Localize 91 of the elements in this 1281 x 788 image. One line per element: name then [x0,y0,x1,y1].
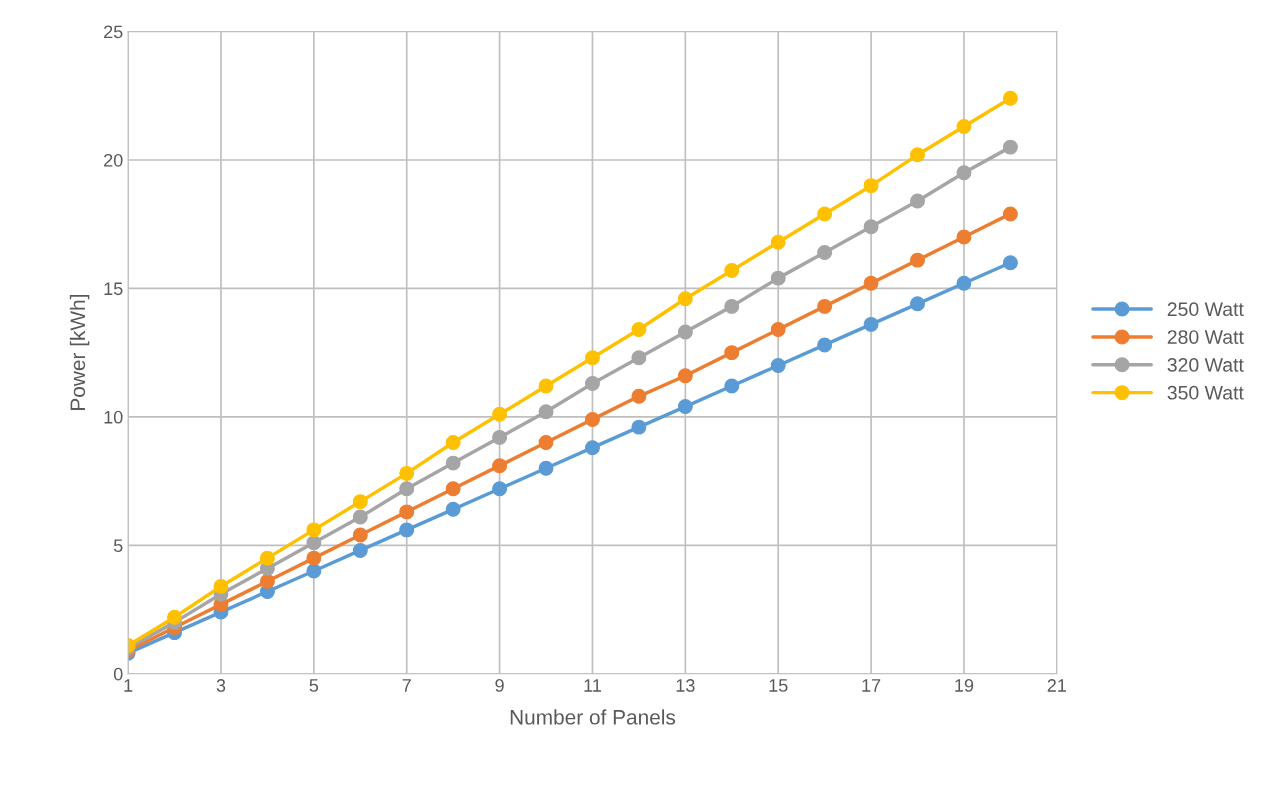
point [399,465,415,481]
y-axis-title: Power [kWh] [69,295,90,410]
x-tick-label: 17 [862,679,881,692]
legend-label: 250 Watt [1167,302,1244,317]
point [492,458,508,474]
point [631,322,647,337]
point [352,509,368,525]
point [910,193,925,209]
x-tick-label: 11 [584,679,601,692]
point [910,252,925,268]
point [306,535,322,551]
point [677,399,693,415]
point [724,298,740,314]
point [213,578,229,594]
point [492,406,508,422]
x-tick-label: 21 [1047,679,1066,692]
point [352,527,368,543]
point [399,481,415,497]
y-tick-label: 0 [113,667,123,681]
point [956,165,972,181]
point [306,563,322,579]
point [1002,255,1018,271]
point [585,375,600,391]
point [538,378,554,394]
point [770,322,786,337]
point [956,275,972,291]
legend-label: 280 Watt [1167,330,1244,344]
point [770,358,786,373]
point [863,219,879,235]
x-axis-title: Number of Panels [510,709,676,725]
point [492,429,508,445]
point [585,350,600,366]
point [259,573,275,589]
point [1002,206,1018,222]
point [167,609,182,625]
point [677,368,693,384]
point [910,296,925,312]
point [724,378,740,394]
point [1002,90,1018,106]
point [585,411,600,427]
y-tick-label: 20 [104,153,123,167]
point [631,419,647,435]
point [817,298,833,314]
point [445,501,461,517]
point [352,494,368,510]
point [724,345,740,361]
point [445,435,461,450]
point [677,324,693,340]
x-tick-label: 15 [769,679,788,692]
point [1002,139,1018,155]
point [306,522,322,538]
point [770,234,786,250]
point [863,275,879,291]
y-tick-label: 25 [104,25,123,39]
point [631,350,647,366]
x-tick-label: 5 [309,679,319,692]
legend-label: 320 Watt [1167,358,1244,372]
point [306,550,322,566]
point [492,481,508,497]
point [956,119,972,135]
y-tick-label: 5 [113,539,123,553]
point [724,262,740,278]
point [817,206,833,222]
x-tick-label: 13 [676,679,695,692]
x-tick-label: 19 [955,679,974,692]
point [538,460,554,476]
point [538,435,554,450]
point [631,388,647,404]
point [399,504,415,520]
point [817,337,833,353]
x-tick-label: 7 [402,679,411,692]
point [956,229,972,245]
point [259,550,275,566]
x-tick-label: 1 [124,679,133,692]
point [352,542,368,558]
legend-label: 350 Watt [1167,385,1244,400]
point [399,522,415,538]
y-tick-label: 15 [104,282,123,296]
point [677,291,693,307]
point [538,404,554,420]
point [910,147,925,163]
point [770,270,786,286]
x-tick-label: 9 [495,679,504,692]
point [445,481,461,497]
y-tick-label: 10 [104,410,123,424]
point [863,178,879,194]
point [817,244,833,260]
point [445,455,461,471]
point [863,316,879,332]
point [585,440,600,456]
x-tick-label: 3 [216,679,226,692]
